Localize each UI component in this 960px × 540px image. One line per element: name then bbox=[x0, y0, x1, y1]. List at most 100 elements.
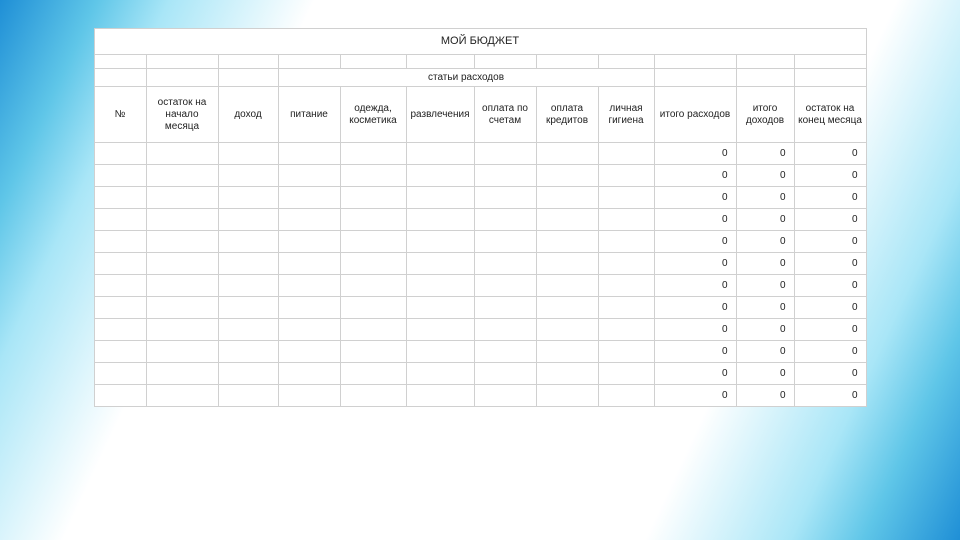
empty-cell[interactable] bbox=[474, 363, 536, 385]
cell-total-expenses[interactable]: 0 bbox=[654, 231, 736, 253]
empty-cell[interactable] bbox=[146, 341, 218, 363]
cell-total-income[interactable]: 0 bbox=[736, 297, 794, 319]
empty-cell[interactable] bbox=[218, 341, 278, 363]
empty-cell[interactable] bbox=[536, 341, 598, 363]
empty-cell[interactable] bbox=[598, 275, 654, 297]
empty-cell[interactable] bbox=[218, 253, 278, 275]
empty-cell[interactable] bbox=[474, 231, 536, 253]
empty-cell[interactable] bbox=[474, 165, 536, 187]
empty-cell[interactable] bbox=[218, 209, 278, 231]
empty-cell[interactable] bbox=[474, 385, 536, 407]
cell-end-balance[interactable]: 0 bbox=[794, 385, 866, 407]
empty-cell[interactable] bbox=[218, 297, 278, 319]
cell-end-balance[interactable]: 0 bbox=[794, 319, 866, 341]
cell-total-income[interactable]: 0 bbox=[736, 143, 794, 165]
cell-total-income[interactable]: 0 bbox=[736, 319, 794, 341]
empty-cell[interactable] bbox=[536, 209, 598, 231]
cell-end-balance[interactable]: 0 bbox=[794, 209, 866, 231]
empty-cell[interactable] bbox=[340, 187, 406, 209]
empty-cell[interactable] bbox=[536, 385, 598, 407]
empty-cell[interactable] bbox=[406, 253, 474, 275]
empty-cell[interactable] bbox=[474, 187, 536, 209]
empty-cell[interactable] bbox=[536, 319, 598, 341]
empty-cell[interactable] bbox=[278, 275, 340, 297]
empty-cell[interactable] bbox=[340, 209, 406, 231]
empty-cell[interactable] bbox=[406, 231, 474, 253]
empty-cell[interactable] bbox=[278, 363, 340, 385]
empty-cell[interactable] bbox=[94, 253, 146, 275]
empty-cell[interactable] bbox=[598, 165, 654, 187]
empty-cell[interactable] bbox=[598, 297, 654, 319]
empty-cell[interactable] bbox=[278, 187, 340, 209]
cell-total-expenses[interactable]: 0 bbox=[654, 319, 736, 341]
empty-cell[interactable] bbox=[598, 231, 654, 253]
empty-cell[interactable] bbox=[218, 143, 278, 165]
empty-cell[interactable] bbox=[406, 209, 474, 231]
cell-total-expenses[interactable]: 0 bbox=[654, 341, 736, 363]
cell-total-income[interactable]: 0 bbox=[736, 363, 794, 385]
empty-cell[interactable] bbox=[598, 341, 654, 363]
empty-cell[interactable] bbox=[340, 341, 406, 363]
empty-cell[interactable] bbox=[406, 275, 474, 297]
empty-cell[interactable] bbox=[536, 297, 598, 319]
cell-total-income[interactable]: 0 bbox=[736, 385, 794, 407]
empty-cell[interactable] bbox=[474, 297, 536, 319]
empty-cell[interactable] bbox=[340, 165, 406, 187]
empty-cell[interactable] bbox=[94, 319, 146, 341]
cell-end-balance[interactable]: 0 bbox=[794, 341, 866, 363]
empty-cell[interactable] bbox=[406, 319, 474, 341]
empty-cell[interactable] bbox=[94, 143, 146, 165]
empty-cell[interactable] bbox=[474, 275, 536, 297]
empty-cell[interactable] bbox=[146, 231, 218, 253]
empty-cell[interactable] bbox=[536, 253, 598, 275]
cell-total-income[interactable]: 0 bbox=[736, 275, 794, 297]
empty-cell[interactable] bbox=[406, 187, 474, 209]
empty-cell[interactable] bbox=[146, 165, 218, 187]
empty-cell[interactable] bbox=[218, 187, 278, 209]
empty-cell[interactable] bbox=[598, 385, 654, 407]
empty-cell[interactable] bbox=[278, 231, 340, 253]
cell-end-balance[interactable]: 0 bbox=[794, 231, 866, 253]
empty-cell[interactable] bbox=[536, 275, 598, 297]
cell-total-income[interactable]: 0 bbox=[736, 187, 794, 209]
empty-cell[interactable] bbox=[340, 385, 406, 407]
empty-cell[interactable] bbox=[536, 231, 598, 253]
empty-cell[interactable] bbox=[406, 385, 474, 407]
empty-cell[interactable] bbox=[474, 209, 536, 231]
empty-cell[interactable] bbox=[598, 319, 654, 341]
cell-total-expenses[interactable]: 0 bbox=[654, 275, 736, 297]
empty-cell[interactable] bbox=[598, 187, 654, 209]
cell-total-expenses[interactable]: 0 bbox=[654, 187, 736, 209]
cell-total-expenses[interactable]: 0 bbox=[654, 253, 736, 275]
cell-total-expenses[interactable]: 0 bbox=[654, 165, 736, 187]
empty-cell[interactable] bbox=[536, 165, 598, 187]
empty-cell[interactable] bbox=[536, 187, 598, 209]
cell-end-balance[interactable]: 0 bbox=[794, 165, 866, 187]
empty-cell[interactable] bbox=[536, 143, 598, 165]
cell-total-income[interactable]: 0 bbox=[736, 165, 794, 187]
empty-cell[interactable] bbox=[94, 187, 146, 209]
empty-cell[interactable] bbox=[278, 341, 340, 363]
empty-cell[interactable] bbox=[146, 187, 218, 209]
cell-total-income[interactable]: 0 bbox=[736, 209, 794, 231]
empty-cell[interactable] bbox=[340, 275, 406, 297]
empty-cell[interactable] bbox=[94, 363, 146, 385]
empty-cell[interactable] bbox=[94, 231, 146, 253]
empty-cell[interactable] bbox=[278, 385, 340, 407]
empty-cell[interactable] bbox=[218, 275, 278, 297]
cell-total-income[interactable]: 0 bbox=[736, 341, 794, 363]
empty-cell[interactable] bbox=[340, 297, 406, 319]
empty-cell[interactable] bbox=[146, 319, 218, 341]
cell-total-income[interactable]: 0 bbox=[736, 253, 794, 275]
empty-cell[interactable] bbox=[146, 297, 218, 319]
empty-cell[interactable] bbox=[598, 209, 654, 231]
empty-cell[interactable] bbox=[278, 319, 340, 341]
empty-cell[interactable] bbox=[474, 341, 536, 363]
empty-cell[interactable] bbox=[406, 143, 474, 165]
empty-cell[interactable] bbox=[218, 319, 278, 341]
empty-cell[interactable] bbox=[406, 363, 474, 385]
empty-cell[interactable] bbox=[278, 143, 340, 165]
empty-cell[interactable] bbox=[94, 165, 146, 187]
empty-cell[interactable] bbox=[406, 297, 474, 319]
cell-end-balance[interactable]: 0 bbox=[794, 253, 866, 275]
